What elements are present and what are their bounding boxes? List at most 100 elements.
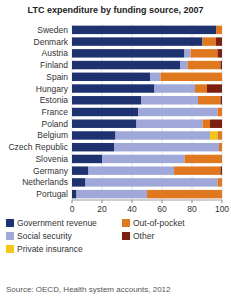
legend-swatch [122, 232, 130, 240]
legend-label: Other [133, 231, 154, 241]
legend: Government revenue Social security Private… [6, 218, 185, 254]
legend-swatch [6, 219, 14, 227]
tick-label: 60 [157, 204, 167, 214]
category-label: Belgium [37, 130, 68, 140]
x-axis-line [72, 200, 222, 201]
bar-segment [185, 155, 223, 163]
tick-label: 100 [215, 204, 229, 214]
bar-segment [218, 131, 223, 139]
bar-segment [222, 131, 223, 139]
bar-segment [222, 178, 223, 186]
bar-segment [89, 166, 175, 174]
category-label: France [42, 107, 69, 117]
bar-segment [218, 178, 223, 186]
bar-segment [72, 26, 216, 34]
tick-mark [72, 200, 73, 203]
category-label: Denmark [34, 37, 69, 47]
bar-segment [150, 73, 161, 81]
tick-mark [222, 200, 223, 203]
bar-segment [141, 96, 198, 104]
tick-mark [162, 200, 163, 203]
bar-segment [72, 61, 180, 69]
bar-segment [218, 108, 223, 116]
bar-segment [155, 84, 196, 92]
legend-label: Government revenue [17, 218, 97, 228]
bar-segment [210, 131, 218, 139]
bar-segment [86, 178, 218, 186]
bar-segment [222, 73, 223, 81]
bar-segment [185, 49, 191, 57]
bar-segment [191, 49, 218, 57]
chart: LTC expenditure by funding source, 2007 0… [0, 0, 231, 300]
bar-segment [221, 61, 223, 69]
bar-segment [207, 84, 222, 92]
bar-segment [216, 37, 222, 45]
tick-label: 40 [127, 204, 137, 214]
legend-swatch [122, 219, 130, 227]
category-label: Hungary [36, 84, 69, 94]
bar-segment [102, 155, 185, 163]
legend-label: Social security [17, 231, 73, 241]
bar-segment [203, 37, 217, 45]
legend-label: Out-of-pocket [133, 218, 185, 228]
bar-segment [138, 108, 218, 116]
category-label: Czech Republic [8, 142, 68, 152]
category-label: Germany [33, 166, 69, 176]
bar-segment [72, 143, 114, 151]
tick-mark [132, 200, 133, 203]
bar-segment [195, 84, 207, 92]
bar-segment [203, 120, 211, 128]
tick-label: 20 [97, 204, 107, 214]
title: LTC expenditure by funding source, 2007 [28, 5, 204, 15]
bar-segment [72, 108, 138, 116]
bar-segment [72, 178, 86, 186]
tick-mark [192, 200, 193, 203]
bar-segment [72, 96, 141, 104]
bar-segment [180, 61, 188, 69]
bar-segment [222, 190, 223, 198]
bar-segment [77, 190, 148, 198]
bar-segment [72, 190, 77, 198]
bar-segment [221, 96, 223, 104]
source: Source: OECD, Health system accounts, 20… [6, 285, 171, 294]
bar-segment [222, 26, 223, 34]
bar-segment [72, 37, 203, 45]
category-label: Estonia [40, 95, 69, 105]
grid [72, 24, 222, 200]
category-label: Poland [42, 119, 69, 129]
bar-segment [198, 96, 221, 104]
bar-segment [222, 155, 223, 163]
bar-segment [72, 131, 116, 139]
category-label: Sweden [37, 25, 68, 35]
bar-segment [116, 131, 211, 139]
bar-segment [221, 166, 223, 174]
legend-label: Private insurance [17, 244, 83, 254]
bar-segment [72, 49, 185, 57]
bar-segment [114, 143, 219, 151]
bar-segment [72, 73, 150, 81]
bar-segment [222, 108, 223, 116]
tick-mark [102, 200, 103, 203]
bar-segment [218, 49, 223, 57]
category-label: Netherlands [22, 177, 68, 187]
category-label: Austria [42, 48, 69, 58]
bar-segment [188, 61, 221, 69]
category-label: Spain [46, 72, 68, 82]
tick-label: 80 [187, 204, 197, 214]
bar-segment [147, 190, 222, 198]
category-label: Finland [40, 60, 68, 70]
bar-segment [72, 155, 102, 163]
tick-label: 0 [70, 204, 75, 214]
bar-segment [222, 143, 223, 151]
bar-segment [72, 166, 89, 174]
category-label: Portugal [36, 189, 68, 199]
bar-segment [219, 143, 222, 151]
bar-segment [161, 73, 223, 81]
bar-segment [174, 166, 221, 174]
category-label: Slovenia [35, 154, 68, 164]
bar-segment [137, 120, 203, 128]
bar-segment [210, 120, 222, 128]
legend-swatch [6, 245, 14, 253]
bar-segment [72, 84, 155, 92]
bar-segment [216, 26, 222, 34]
